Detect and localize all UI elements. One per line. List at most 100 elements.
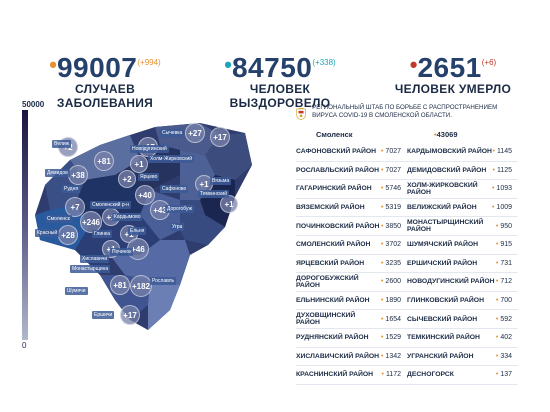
map-label: Сафоново <box>160 185 189 193</box>
district-value: 5746 <box>381 185 401 192</box>
district-name: САФОНОВСКИЙ РАЙОН <box>296 148 377 156</box>
district-value: 3235 <box>381 260 401 267</box>
map-increment: +40 <box>135 185 155 205</box>
map-label: Починок <box>110 248 134 256</box>
map-label: Велиж <box>52 140 72 148</box>
district-name: ШУМЯЧСКИЙ РАЙОН <box>407 241 479 249</box>
district-row: ДЕСНОГОРСК 137 <box>407 366 518 385</box>
district-value: 2600 <box>381 278 401 285</box>
district-panel: РЕГИОНАЛЬНЫЙ ШТАБ ПО БОРЬБЕ С РАСПРОСТРА… <box>296 104 518 385</box>
district-row: РОСЛАВЛЬСКИЙ РАЙОН7027 <box>296 162 407 181</box>
district-name: ВЕЛИЖСКИЙ РАЙОН <box>407 204 477 212</box>
map-label: Ельня <box>128 227 147 235</box>
region-map: +2 +81 +17 +17 +27 +1 +38 +2 +1 +1 +43 +… <box>30 105 260 345</box>
district-name: ДОРОГОБУЖСКИЙ РАЙОН <box>296 274 359 289</box>
district-row: МОНАСТЫРЩИНСКИЙ РАЙОН 950 <box>407 217 518 236</box>
map-label: Хиславичи <box>80 255 110 263</box>
district-name: ХИСЛАВИЧСКИЙ РАЙОН <box>296 352 380 360</box>
scale-min: 0 <box>22 341 27 350</box>
district-name: КРАСНИНСКИЙ РАЙОН <box>296 371 374 379</box>
map-increment: +1 <box>220 195 238 213</box>
district-value: 1342 <box>381 353 401 360</box>
district-row: РУДНЯНСКИЙ РАЙОН 1529 <box>296 329 407 348</box>
district-row: КАРДЫМОВСКИЙ РАЙОН1145 <box>407 143 518 162</box>
cases-caption: СЛУЧАЕВ ЗАБОЛЕВАНИЯ <box>56 82 154 110</box>
district-row: НОВОДУГИНСКИЙ РАЙОН712 <box>407 273 518 292</box>
district-row: ДУХОВЩИНСКИЙ РАЙОН 1654 <box>296 310 407 329</box>
district-row: ЕРШИЧСКИЙ РАЙОН 731 <box>407 255 518 274</box>
city-name: Смоленск <box>316 130 353 139</box>
coat-of-arms-icon <box>296 107 306 120</box>
map-increment: +17 <box>210 127 230 147</box>
map-label: Монастырщина <box>70 265 111 273</box>
district-name: ЯРЦЕВСКИЙ РАЙОН <box>296 259 365 267</box>
district-name: ЕЛЬНИНСКИЙ РАЙОН <box>296 297 370 305</box>
district-row: ДОРОГОБУЖСКИЙ РАЙОН 2600 <box>296 273 407 292</box>
map-label: Холм-Жирковский <box>148 155 195 163</box>
map-increment: +17 <box>120 305 140 325</box>
map-label: Сычевка <box>160 129 185 137</box>
district-row: ГАГАРИНСКИЙ РАЙОН 5746 <box>296 180 407 199</box>
bullet-icon: • <box>224 52 232 77</box>
district-name: ДУХОВЩИНСКИЙ РАЙОН <box>296 312 356 327</box>
district-name: РУДНЯНСКИЙ РАЙОН <box>296 334 369 342</box>
district-row: ХОЛМ-ЖИРКОВСКИЙ РАЙОН 1093 <box>407 180 518 199</box>
district-value: 950 <box>496 223 512 230</box>
district-value: 915 <box>496 241 512 248</box>
stat-cases: •99007(+994) СЛУЧАЕВ ЗАБОЛЕВАНИЯ <box>30 52 180 110</box>
district-row: СЫЧЕВСКИЙ РАЙОН 592 <box>407 310 518 329</box>
panel-header: РЕГИОНАЛЬНЫЙ ШТАБ ПО БОРЬБЕ С РАСПРОСТРА… <box>296 104 518 124</box>
district-name: СМОЛЕНСКИЙ РАЙОН <box>296 241 371 249</box>
district-row: ПОЧИНКОВСКИЙ РАЙОН3850 <box>296 217 407 236</box>
map-increment: +38 <box>68 165 88 185</box>
cases-delta: (+994) <box>137 58 161 67</box>
map-label: Красный <box>35 229 60 237</box>
district-row: ЯРЦЕВСКИЙ РАЙОН 3235 <box>296 255 407 274</box>
district-column-right: КАРДЫМОВСКИЙ РАЙОН1145 ДЕМИДОВСКИЙ РАЙОН 1… <box>407 143 518 385</box>
district-value: 1654 <box>381 316 401 323</box>
stat-deaths: •2651(+6) ЧЕЛОВЕК УМЕРЛО <box>378 52 528 96</box>
district-value: 7027 <box>381 167 401 174</box>
district-value: 1009 <box>492 204 512 211</box>
district-row: ГЛИНКОВСКИЙ РАЙОН 700 <box>407 292 518 311</box>
district-name: РОСЛАВЛЬСКИЙ РАЙОН <box>296 166 380 174</box>
district-name: ДЕМИДОВСКИЙ РАЙОН <box>407 166 487 174</box>
district-value: 3702 <box>381 241 401 248</box>
map-label: Рудня <box>62 185 81 193</box>
map-label: Новодугинский <box>130 145 169 153</box>
district-name: СЫЧЕВСКИЙ РАЙОН <box>407 315 478 323</box>
district-value: 137 <box>496 371 512 378</box>
district-value: 7027 <box>381 148 401 155</box>
district-name: ДЕСНОГОРСК <box>407 371 454 379</box>
district-name: УГРАНСКИЙ РАЙОН <box>407 352 474 360</box>
district-value: 592 <box>496 316 512 323</box>
deaths-value: 2651 <box>417 52 482 83</box>
recovered-delta: (+338) <box>312 58 336 67</box>
map-increment: +182 <box>130 275 152 297</box>
map-label: Вязьма <box>210 177 232 185</box>
map-increment: +27 <box>185 123 205 143</box>
district-row: ВЕЛИЖСКИЙ РАЙОН 1009 <box>407 199 518 218</box>
district-value: 3850 <box>381 223 401 230</box>
district-value: 402 <box>496 334 512 341</box>
city-row: Смоленск •43069 <box>316 130 518 139</box>
district-name: ЕРШИЧСКИЙ РАЙОН <box>407 259 478 267</box>
district-name: ВЯЗЕМСКИЙ РАЙОН <box>296 204 365 212</box>
district-value: 712 <box>496 278 512 285</box>
district-row: ВЯЗЕМСКИЙ РАЙОН 5319 <box>296 199 407 218</box>
district-name: НОВОДУГИНСКИЙ РАЙОН <box>407 278 495 286</box>
district-column-left: САФОНОВСКИЙ РАЙОН7027РОСЛАВЛЬСКИЙ РАЙОН7… <box>296 143 407 385</box>
city-value: •43069 <box>434 130 458 139</box>
district-name: ТЕМКИНСКИЙ РАЙОН <box>407 334 480 342</box>
district-name: ГЛИНКОВСКИЙ РАЙОН <box>407 297 484 305</box>
bullet-icon: • <box>49 52 57 77</box>
map-label: Рославль <box>150 277 177 285</box>
stat-recovered: •84750(+338) ЧЕЛОВЕК ВЫЗДОРОВЕЛО <box>205 52 355 110</box>
map-increment: +28 <box>58 225 78 245</box>
district-value: 731 <box>496 260 512 267</box>
map-increment: +81 <box>110 275 130 295</box>
district-value: 334 <box>496 353 512 360</box>
recovered-value: 84750 <box>231 52 313 83</box>
deaths-caption: ЧЕЛОВЕК УМЕРЛО <box>394 82 512 96</box>
district-row: ТЕМКИНСКИЙ РАЙОН 402 <box>407 329 518 348</box>
